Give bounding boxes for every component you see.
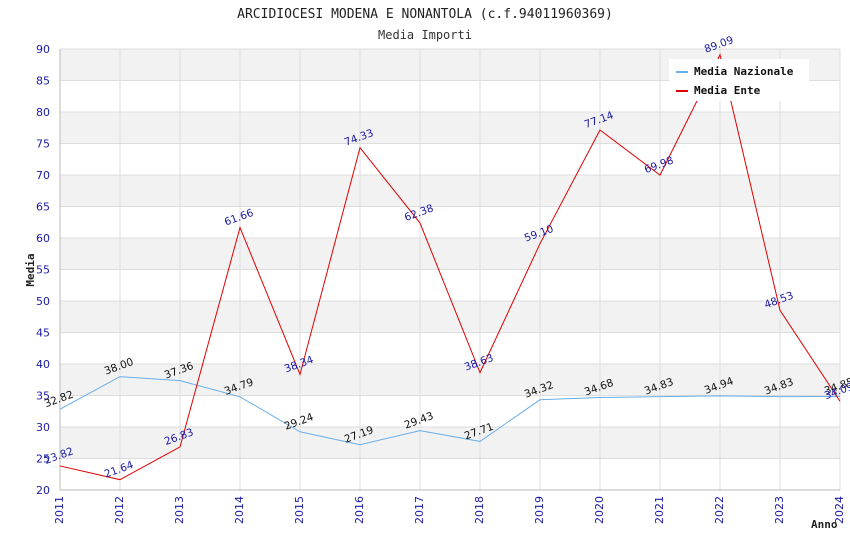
chart-title: ARCIDIOCESI MODENA E NONANTOLA (c.f.9401…	[237, 7, 613, 22]
y-tick-label: 30	[36, 421, 50, 434]
x-tick-label: 2024	[833, 496, 846, 524]
x-tick-label: 2021	[653, 496, 666, 524]
x-tick-label: 2020	[593, 496, 606, 524]
y-tick-label: 50	[36, 295, 50, 308]
data-label: 21.64	[103, 459, 136, 481]
x-tick-label: 2016	[353, 496, 366, 524]
background-band	[60, 427, 840, 459]
x-tick-label: 2012	[113, 496, 126, 524]
y-tick-label: 70	[36, 169, 50, 182]
background-band	[60, 364, 840, 396]
x-axis-label: Anno	[811, 518, 838, 531]
y-tick-label: 90	[36, 43, 50, 56]
y-tick-label: 75	[36, 138, 50, 151]
y-tick-label: 20	[36, 484, 50, 497]
x-axis-ticks: 2011 2012 2013 2014 2015 2016 2017 2018 2019 2020…	[53, 496, 846, 524]
y-tick-label: 25	[36, 453, 50, 466]
x-tick-label: 2018	[473, 496, 486, 524]
y-tick-label: 45	[36, 327, 50, 340]
background-band	[60, 175, 840, 207]
series-line-media-nazionale	[59, 376, 841, 446]
data-label: 69.98	[643, 155, 675, 177]
x-tick-label: 2014	[233, 496, 246, 524]
plot-background-bands	[60, 49, 840, 459]
y-tick-label: 55	[36, 264, 50, 277]
y-tick-label: 40	[36, 358, 50, 371]
x-tick-label: 2019	[533, 496, 546, 524]
x-tick-label: 2022	[713, 496, 726, 524]
x-tick-label: 2023	[773, 496, 786, 524]
x-tick-label: 2013	[173, 496, 186, 524]
axes	[59, 49, 840, 491]
y-tick-label: 85	[36, 75, 50, 88]
y-tick-label: 60	[36, 232, 50, 245]
background-band	[60, 112, 840, 144]
y-tick-label: 35	[36, 390, 50, 403]
x-tick-label: 2015	[293, 496, 306, 524]
background-band	[60, 238, 840, 270]
y-tick-label: 65	[36, 201, 50, 214]
background-band	[60, 301, 840, 333]
data-label: 61.66	[223, 207, 256, 229]
legend-label-media-nazionale: Media Nazionale	[694, 65, 794, 78]
legend-label-media-ente: Media Ente	[694, 84, 761, 97]
y-tick-label: 80	[36, 106, 50, 119]
y-axis-ticks: 20 25 30 35 40 45 50 55 60 65 70 75 80 85 90	[36, 43, 50, 497]
chart-subtitle: Media Importi	[378, 28, 472, 42]
data-label: 23.82	[43, 445, 75, 467]
x-tick-label: 2017	[413, 496, 426, 524]
x-tick-label: 2011	[53, 496, 66, 524]
y-axis-label: Media	[24, 253, 37, 286]
legend: Media Nazionale Media Ente	[669, 59, 809, 101]
legend-box	[669, 59, 809, 101]
